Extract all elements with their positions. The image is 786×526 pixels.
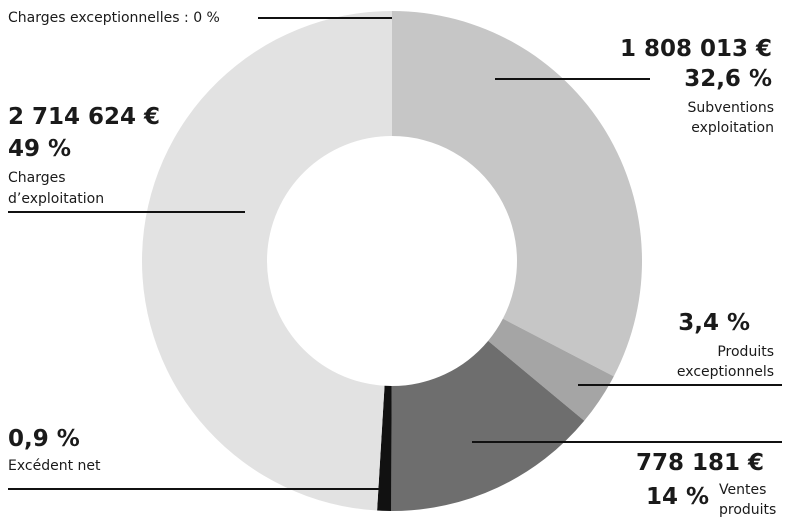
slice-ventes xyxy=(391,340,585,511)
charges-exploitation-percent: 49 % xyxy=(8,136,72,162)
charges-exceptionnelles-label: Charges exceptionnelles : 0 % xyxy=(8,10,220,26)
subventions-value: 1 808 013 € xyxy=(619,36,772,62)
slice-excedent xyxy=(377,385,392,511)
slice-subventions xyxy=(392,11,642,377)
subventions-label-line1: Subventions xyxy=(687,100,774,116)
slice-charges-exploitation xyxy=(141,11,392,511)
charges-exploitation-label-line1: Charges xyxy=(8,170,66,186)
produits-exceptionnels-percent: 3,4 % xyxy=(678,310,750,336)
produits-exceptionnels-label-line2: exceptionnels xyxy=(676,364,774,380)
ventes-label-line2: produits xyxy=(719,502,777,518)
charges-exploitation-value: 2 714 624 € xyxy=(8,104,161,130)
subventions-label-line2: exploitation xyxy=(691,120,774,136)
excedent-percent: 0,9 % xyxy=(8,426,80,452)
ventes-value: 778 181 € xyxy=(635,450,764,476)
excedent-label: Excédent net xyxy=(8,458,101,474)
ventes-label-line1: Ventes xyxy=(719,482,767,498)
slice-produits-exceptionnels xyxy=(488,318,614,421)
ventes-percent: 14 % xyxy=(646,484,710,510)
produits-exceptionnels-label-line1: Produits xyxy=(717,344,774,360)
subventions-percent: 32,6 % xyxy=(684,66,772,92)
charges-exploitation-label-line2: d’exploitation xyxy=(8,191,105,207)
